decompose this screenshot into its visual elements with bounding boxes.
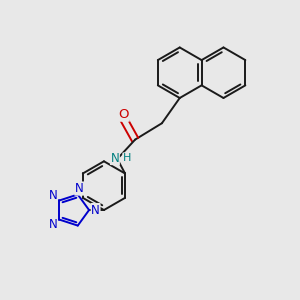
Text: N: N — [75, 182, 84, 195]
Text: N: N — [49, 189, 57, 202]
Text: N: N — [49, 218, 57, 232]
Text: O: O — [118, 108, 129, 121]
Text: H: H — [123, 153, 131, 163]
Text: N: N — [91, 203, 100, 217]
Text: N: N — [111, 152, 119, 164]
